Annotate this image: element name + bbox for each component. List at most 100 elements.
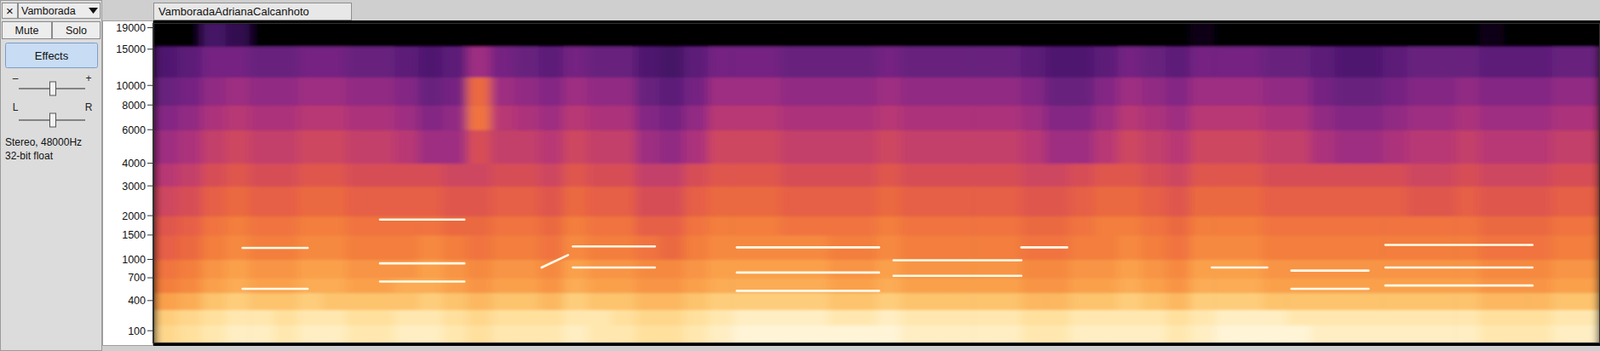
y-tick (147, 104, 154, 106)
cell (1551, 185, 1577, 217)
cell (731, 23, 757, 47)
cell (1117, 104, 1143, 131)
cell (1021, 46, 1047, 78)
cell (900, 163, 926, 187)
close-button[interactable] (2, 3, 18, 19)
cell (611, 104, 637, 131)
cell (1431, 185, 1457, 217)
toggle-button[interactable] (52, 22, 101, 40)
cell (949, 235, 974, 260)
cell (1382, 235, 1408, 260)
close-label[interactable]: × (5, 3, 14, 18)
cell (1527, 104, 1553, 131)
cell (1310, 23, 1336, 47)
toggle-label[interactable]: Mute (15, 24, 40, 37)
effects-button[interactable] (5, 43, 98, 69)
cell (563, 104, 588, 131)
cell (153, 104, 179, 131)
cell (1093, 292, 1119, 311)
cell (1238, 104, 1264, 131)
cell (418, 76, 444, 105)
cell (731, 129, 757, 164)
name-button[interactable] (18, 3, 101, 19)
cell (177, 129, 202, 164)
cell (1214, 104, 1239, 131)
cell (466, 258, 492, 278)
cell (1479, 324, 1505, 344)
cell (1527, 76, 1553, 105)
cell (370, 46, 396, 78)
cell (298, 324, 323, 344)
cell (731, 215, 757, 236)
toggle-button[interactable] (2, 22, 52, 40)
cell (1262, 215, 1288, 236)
cell (707, 104, 733, 131)
cell (225, 215, 251, 236)
slider-thumb[interactable] (50, 81, 57, 96)
cell (852, 258, 878, 278)
y-tick-label: 4000 (121, 157, 146, 170)
cell (1238, 215, 1264, 236)
cell (949, 324, 974, 344)
cell (515, 215, 541, 236)
cell (563, 215, 588, 236)
toggle-label[interactable]: Solo (65, 24, 87, 37)
cell (1190, 324, 1215, 344)
cell (1551, 23, 1577, 47)
cell (1310, 104, 1336, 131)
cell (1093, 46, 1119, 78)
cell (249, 258, 275, 278)
cell (177, 104, 202, 131)
cell (997, 104, 1023, 131)
cell (852, 23, 878, 47)
cell (1117, 235, 1143, 260)
cell (684, 258, 709, 278)
cell (1238, 309, 1264, 326)
cell (1141, 235, 1167, 260)
cell (707, 129, 733, 164)
cell (997, 235, 1023, 260)
effects-label[interactable]: Effects (34, 49, 70, 63)
partial (1211, 266, 1267, 270)
cell (1117, 46, 1143, 78)
slider-label: + (85, 72, 92, 85)
cell (443, 292, 468, 311)
cell (925, 277, 950, 294)
cell (1045, 129, 1071, 164)
cell (1382, 324, 1408, 344)
partial (379, 280, 465, 283)
cell (201, 324, 227, 344)
cell (201, 23, 227, 47)
cell (249, 76, 275, 105)
cell (972, 163, 998, 187)
cell (707, 23, 733, 47)
cell (1093, 277, 1119, 294)
cell (1262, 258, 1288, 278)
cell (1045, 215, 1071, 236)
cell (153, 309, 179, 326)
cell (1358, 235, 1384, 260)
cell (201, 163, 227, 187)
cell (876, 277, 902, 294)
cell (756, 292, 782, 311)
cell (707, 76, 733, 105)
cell (370, 76, 396, 105)
cell (852, 46, 878, 78)
cell (1527, 258, 1553, 278)
cell (370, 23, 396, 47)
cell (466, 235, 492, 260)
cell (1117, 215, 1143, 236)
cell (563, 129, 588, 164)
dropdown-arrow[interactable] (88, 7, 98, 14)
cell (1166, 46, 1192, 78)
cell (972, 292, 998, 311)
cell (780, 185, 806, 217)
cell (490, 23, 516, 47)
y-tick (147, 330, 154, 332)
cell (563, 324, 588, 344)
track-name[interactable]: Vamborada (21, 5, 76, 18)
partial (242, 247, 308, 250)
cell (997, 215, 1023, 236)
slider-thumb[interactable] (50, 113, 57, 127)
cell (443, 324, 468, 344)
